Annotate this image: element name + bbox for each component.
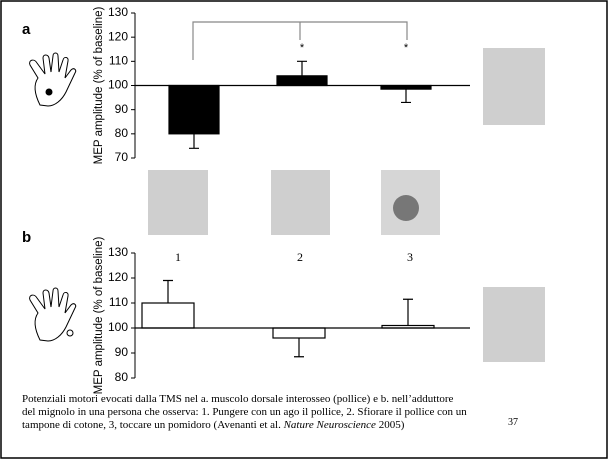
error-bar <box>401 89 411 104</box>
hand-drawing-a <box>29 52 77 107</box>
year: 2005) <box>379 419 405 431</box>
photo <box>271 170 330 235</box>
panel-label: b <box>22 229 31 246</box>
caption-line: Potenziali motori evocati dalla TMS nel … <box>22 393 454 405</box>
error-bar <box>163 279 173 303</box>
caption-text: tampone di cotone, 3, toccare un pomidor… <box>22 419 281 431</box>
y-tick-label: 110 <box>109 54 128 68</box>
y-tick-label: 100 <box>108 78 128 92</box>
y-tick-label: 110 <box>109 295 128 309</box>
caption-line: del mignolo in una persona che osserva: … <box>22 406 467 418</box>
error-bar <box>294 338 304 358</box>
y-tick-label: 130 <box>108 245 128 259</box>
y-tick-label: 90 <box>115 102 129 116</box>
bar <box>272 327 326 339</box>
panel-label: a <box>22 21 31 38</box>
error-bar <box>297 60 307 76</box>
y-axis-label: MEP amplitude (% of baseline) <box>93 6 105 164</box>
photo <box>483 287 545 362</box>
comparison-bracket <box>192 21 408 60</box>
category-label: 1 <box>175 250 181 264</box>
significance-mark: * <box>404 42 409 54</box>
page-number: 37 <box>508 417 518 428</box>
y-tick-label: 70 <box>115 150 129 164</box>
y-tick-label: 120 <box>108 29 128 43</box>
significance-mark: * <box>300 42 305 54</box>
caption-line: tampone di cotone, 3, toccare un pomidor… <box>22 419 405 431</box>
y-tick-label: 90 <box>115 345 129 359</box>
journal: Nature Neuroscience <box>283 419 376 431</box>
bar <box>276 75 328 87</box>
bar <box>141 302 195 329</box>
photo <box>148 170 208 235</box>
y-tick-label: 80 <box>115 126 129 140</box>
error-bar <box>403 298 413 326</box>
photo <box>483 48 545 125</box>
y-tick-label: 100 <box>108 320 128 334</box>
y-tick-label: 130 <box>108 5 128 19</box>
tomato <box>393 195 419 221</box>
category-label: 2 <box>297 250 303 264</box>
y-axis-label: MEP amplitude (% of baseline) <box>93 236 105 394</box>
error-bar <box>189 133 199 149</box>
bar <box>168 84 220 135</box>
hand-drawing-b <box>29 287 77 342</box>
y-tick-label: 120 <box>108 270 128 284</box>
category-label: 3 <box>407 250 413 264</box>
y-tick-label: 80 <box>115 370 129 384</box>
